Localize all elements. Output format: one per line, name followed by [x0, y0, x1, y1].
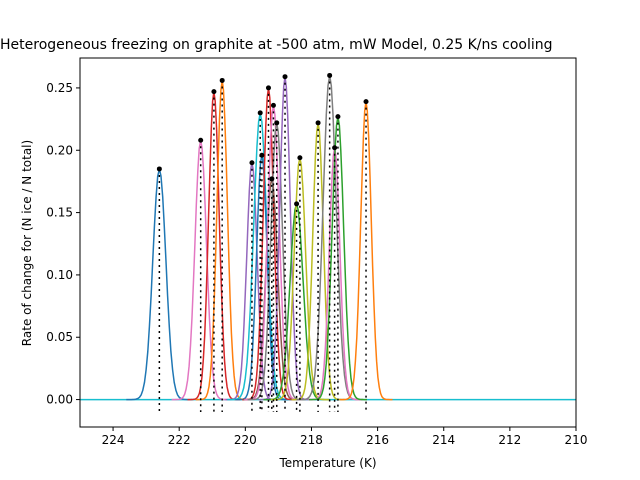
y-tick-label: 0.10 [46, 268, 73, 282]
peak-marker [211, 89, 217, 95]
peak-marker [335, 114, 341, 120]
peak-marker [270, 102, 276, 108]
y-tick-label: 0.20 [46, 143, 73, 157]
peak-marker [219, 77, 225, 83]
x-tick-label: 214 [432, 433, 455, 447]
y-axis-label: Rate of change for (N ice / N total) [20, 140, 34, 346]
peak-marker [363, 99, 369, 105]
y-tick-label: 0.25 [46, 81, 73, 95]
x-tick-label: 218 [300, 433, 323, 447]
x-tick-label: 216 [366, 433, 389, 447]
peak-marker [257, 110, 263, 116]
x-tick-label: 210 [565, 433, 588, 447]
chart-title: Heterogeneous freezing on graphite at -5… [0, 37, 553, 53]
peak-marker [332, 145, 338, 151]
peak-marker [265, 85, 271, 91]
peak-marker [156, 166, 162, 172]
peak-marker [315, 120, 321, 126]
y-axis: 0.00 0.05 0.10 0.15 0.20 0.25 [46, 81, 80, 407]
x-axis: 224 222 220 218 216 214 212 210 [102, 427, 588, 447]
peak-marker [259, 152, 265, 158]
peak-marker [274, 120, 280, 126]
y-tick-label: 0.00 [46, 393, 73, 407]
x-tick-label: 222 [168, 433, 191, 447]
peak-marker [198, 137, 204, 143]
peak-marker [327, 72, 333, 78]
peak-marker [282, 74, 288, 80]
x-axis-label: Temperature (K) [278, 456, 376, 470]
peak-marker [294, 201, 300, 207]
x-tick-label: 212 [498, 433, 521, 447]
plot-frame [79, 57, 577, 428]
peak-marker [249, 160, 255, 166]
x-tick-label: 224 [102, 433, 125, 447]
series-layer [80, 74, 576, 401]
y-tick-label: 0.15 [46, 206, 73, 220]
x-tick-label: 220 [234, 433, 257, 447]
y-tick-label: 0.05 [46, 330, 73, 344]
peak-marker-layer [156, 72, 369, 413]
peak-marker [297, 155, 303, 161]
